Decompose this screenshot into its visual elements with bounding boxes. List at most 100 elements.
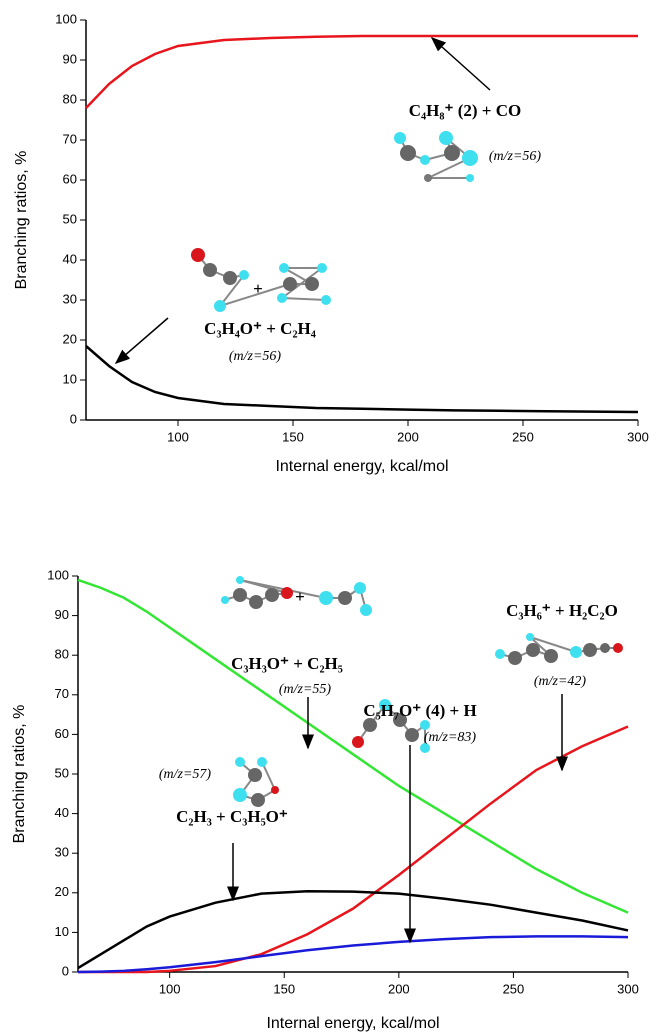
atom — [203, 263, 217, 277]
y-tick-label: 10 — [63, 371, 77, 386]
y-tick-label: 20 — [55, 884, 69, 899]
y-tick-label: 70 — [63, 131, 77, 146]
atom — [420, 155, 430, 165]
atom — [570, 646, 582, 658]
x-axis-label: Internal energy, kcal/mol — [275, 458, 448, 475]
y-tick-label: 100 — [47, 567, 69, 582]
page: 0102030405060708090100100150200250300Int… — [0, 0, 650, 1036]
series-line — [86, 346, 638, 412]
atom — [239, 270, 249, 280]
atom — [235, 757, 245, 767]
y-tick-label: 80 — [63, 91, 77, 106]
atom — [420, 720, 430, 730]
series-line — [78, 936, 628, 972]
atom — [544, 649, 558, 663]
atom — [265, 588, 279, 602]
annotation: C₃H₆⁺ + H₂C₂O — [506, 601, 618, 620]
x-tick-label: 300 — [617, 981, 639, 996]
y-tick-label: 80 — [55, 647, 69, 662]
x-tick-label: 250 — [503, 981, 525, 996]
y-tick-label: 60 — [63, 171, 77, 186]
annotation: C₄H₈⁺ (2) + CO — [409, 101, 521, 120]
y-tick-label: 30 — [55, 845, 69, 860]
y-tick-label: 10 — [55, 924, 69, 939]
y-tick-label: 30 — [63, 291, 77, 306]
atom — [281, 587, 293, 599]
atom — [257, 757, 267, 767]
atom — [495, 649, 505, 659]
atom — [363, 718, 377, 732]
x-tick-label: 200 — [388, 981, 410, 996]
atom — [526, 643, 540, 657]
y-tick-label: 50 — [63, 211, 77, 226]
annotation: + — [253, 279, 263, 298]
atom — [251, 793, 265, 807]
atom — [600, 643, 610, 653]
y-tick-label: 90 — [55, 607, 69, 622]
atom — [214, 300, 226, 312]
annotation: C₅H₇O⁺ (4) + H — [363, 701, 476, 720]
y-axis-label: Branching ratios, % — [11, 705, 28, 844]
atom — [394, 132, 406, 144]
atom — [283, 277, 297, 291]
atom — [613, 643, 623, 653]
y-tick-label: 40 — [63, 251, 77, 266]
atom — [223, 271, 237, 285]
annotation: C₂H₃ + C₃H₅O⁺ — [176, 807, 288, 826]
y-axis-label: Branching ratios, % — [13, 151, 30, 290]
atom — [354, 582, 366, 594]
x-tick-label: 150 — [282, 429, 304, 444]
atom — [462, 150, 478, 166]
y-tick-label: 70 — [55, 686, 69, 701]
x-axis-label: Internal energy, kcal/mol — [266, 1015, 439, 1032]
atom — [305, 277, 319, 291]
annotation: (m/z=56) — [489, 149, 542, 164]
x-tick-label: 150 — [273, 981, 295, 996]
annotation: (m/z=56) — [229, 349, 282, 364]
atom — [236, 576, 244, 584]
atom — [321, 295, 331, 305]
arrow — [432, 38, 490, 90]
y-tick-label: 90 — [63, 51, 77, 66]
atom — [233, 588, 247, 602]
y-tick-label: 50 — [55, 765, 69, 780]
atom — [248, 768, 262, 782]
atom — [277, 293, 287, 303]
atom — [221, 596, 229, 604]
atom — [271, 786, 279, 794]
atom — [400, 145, 416, 161]
atom — [317, 263, 327, 273]
series-line — [86, 36, 638, 108]
annotation: C₃H₄O⁺ + C₂H₄ — [204, 319, 316, 338]
x-tick-label: 100 — [167, 429, 189, 444]
atom — [279, 263, 289, 273]
bond — [282, 298, 326, 300]
series-line — [78, 580, 628, 913]
atom — [444, 145, 460, 161]
x-tick-label: 200 — [397, 429, 419, 444]
atom — [249, 595, 263, 609]
y-tick-label: 40 — [55, 805, 69, 820]
y-tick-label: 0 — [62, 963, 69, 978]
atom — [352, 736, 364, 748]
y-tick-label: 0 — [70, 411, 77, 426]
annotation: C₃H₃O⁺ + C₂H₅ — [231, 654, 343, 673]
y-tick-label: 100 — [55, 11, 77, 26]
annotation: (m/z=42) — [534, 674, 587, 689]
series-line — [78, 891, 628, 968]
annotation: (m/z=83) — [424, 730, 477, 745]
x-tick-label: 300 — [627, 429, 649, 444]
atom — [526, 633, 534, 641]
arrow — [116, 318, 168, 363]
atom — [233, 788, 247, 802]
annotation: + — [295, 587, 305, 606]
atom — [338, 591, 352, 605]
atom — [191, 248, 205, 262]
atom — [319, 591, 333, 605]
atom — [466, 174, 474, 182]
annotation: (m/z=57) — [159, 767, 212, 782]
x-tick-label: 100 — [159, 981, 181, 996]
annotation: (m/z=55) — [279, 682, 332, 697]
atom — [424, 174, 432, 182]
atom — [583, 643, 597, 657]
